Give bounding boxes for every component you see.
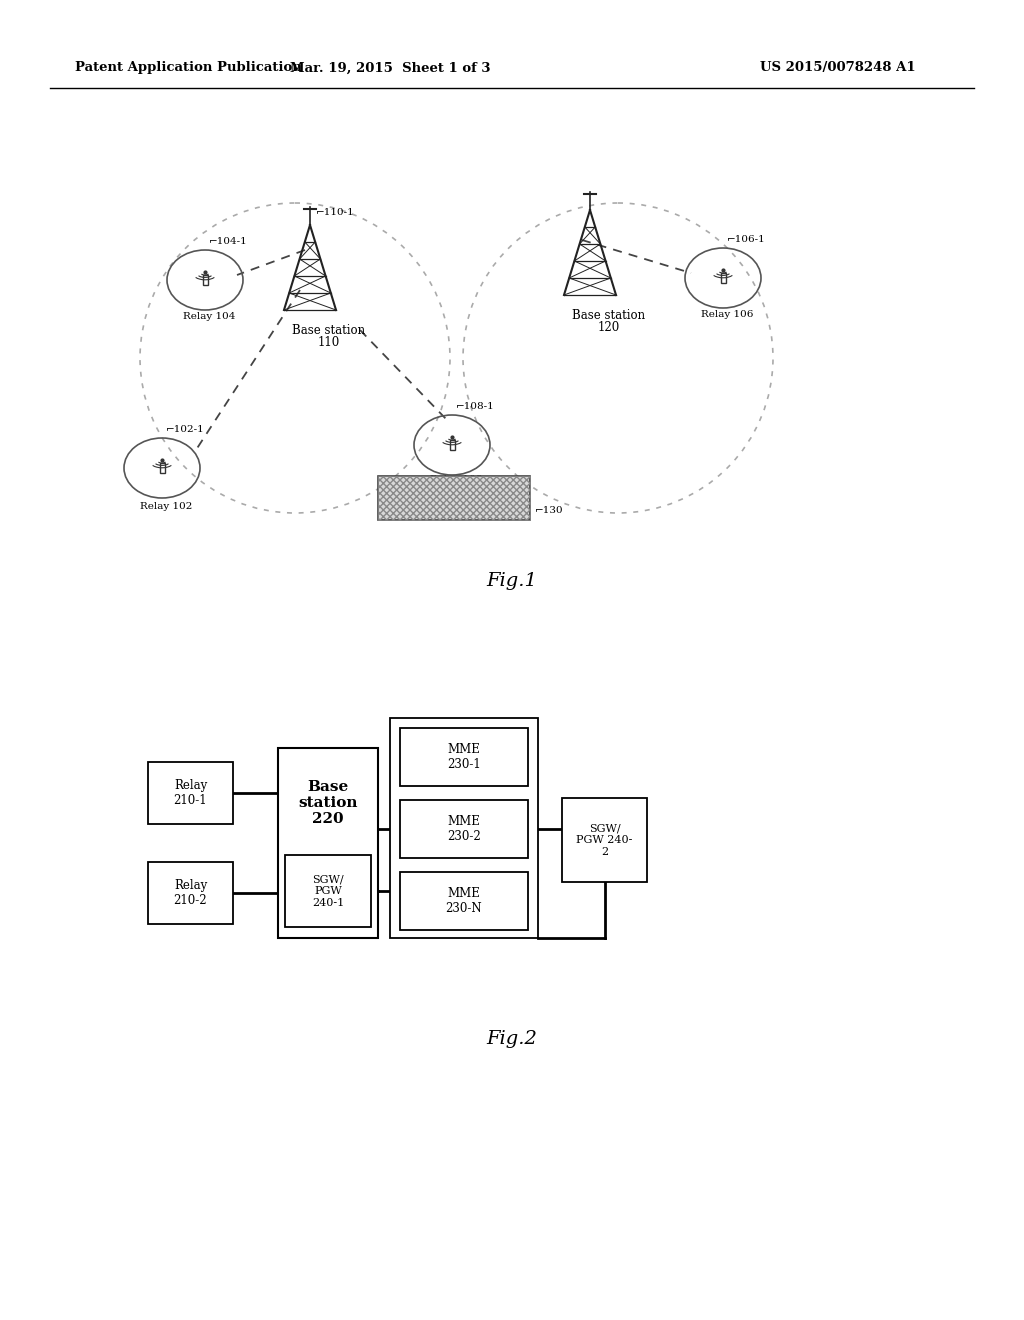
Text: Relay 104: Relay 104 bbox=[183, 312, 236, 321]
Text: Relay
210-1: Relay 210-1 bbox=[174, 779, 207, 807]
Text: ⌐130: ⌐130 bbox=[535, 506, 563, 515]
Text: MME
230-1: MME 230-1 bbox=[447, 743, 481, 771]
Text: MME
230-N: MME 230-N bbox=[445, 887, 482, 915]
Text: 120: 120 bbox=[598, 321, 621, 334]
Text: MME
230-2: MME 230-2 bbox=[447, 814, 481, 843]
Bar bbox=[148, 762, 233, 824]
Bar bbox=[562, 799, 647, 882]
Text: Relay 102: Relay 102 bbox=[140, 502, 193, 511]
Bar bbox=[721, 273, 725, 282]
Bar bbox=[400, 729, 528, 785]
Bar bbox=[148, 862, 233, 924]
Text: US 2015/0078248 A1: US 2015/0078248 A1 bbox=[760, 62, 915, 74]
Bar bbox=[378, 477, 530, 520]
Text: SGW/
PGW
240-1: SGW/ PGW 240-1 bbox=[312, 874, 344, 908]
Text: Patent Application Publication: Patent Application Publication bbox=[75, 62, 302, 74]
Text: Relay 108: Relay 108 bbox=[430, 475, 482, 484]
Text: Base
station
220: Base station 220 bbox=[298, 780, 357, 826]
Text: ⌐104-1: ⌐104-1 bbox=[209, 238, 248, 246]
Text: :: : bbox=[462, 866, 467, 880]
Text: Base station: Base station bbox=[292, 323, 366, 337]
Text: ⌐106-1: ⌐106-1 bbox=[727, 235, 766, 244]
Bar bbox=[160, 463, 165, 473]
Bar bbox=[400, 800, 528, 858]
Text: Relay 106: Relay 106 bbox=[701, 310, 754, 319]
Text: ⌐110-1: ⌐110-1 bbox=[316, 209, 354, 216]
Text: Base station: Base station bbox=[572, 309, 645, 322]
Bar bbox=[285, 855, 371, 927]
Bar bbox=[203, 275, 208, 285]
Bar bbox=[450, 440, 455, 450]
Text: Mar. 19, 2015  Sheet 1 of 3: Mar. 19, 2015 Sheet 1 of 3 bbox=[290, 62, 490, 74]
Text: Fig.1: Fig.1 bbox=[486, 572, 538, 590]
Text: Fig.2: Fig.2 bbox=[486, 1030, 538, 1048]
Text: 110: 110 bbox=[318, 337, 340, 348]
Text: ⌐102-1: ⌐102-1 bbox=[166, 425, 205, 434]
Bar bbox=[278, 748, 378, 939]
Bar bbox=[400, 873, 528, 931]
Text: Relay
210-2: Relay 210-2 bbox=[174, 879, 207, 907]
Text: SGW/
PGW 240-
2: SGW/ PGW 240- 2 bbox=[577, 824, 633, 857]
Bar bbox=[378, 477, 530, 520]
Bar bbox=[390, 718, 538, 939]
Text: ⌐108-1: ⌐108-1 bbox=[456, 403, 495, 411]
